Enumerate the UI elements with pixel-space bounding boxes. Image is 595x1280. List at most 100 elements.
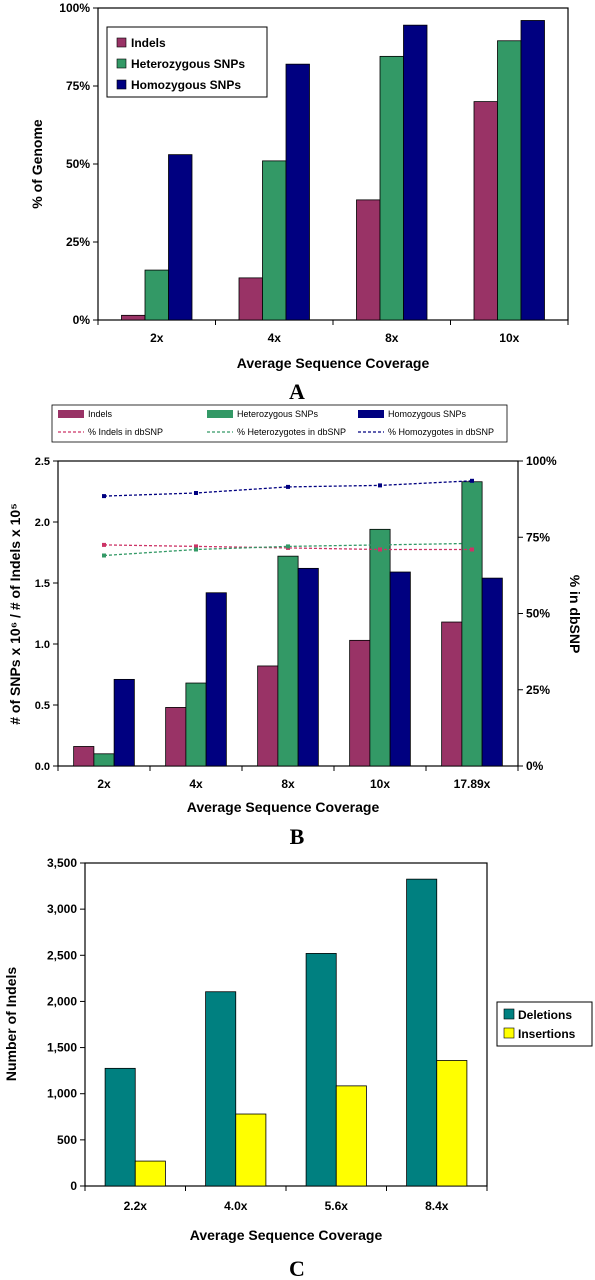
legend-b: Indels Heterozygous SNPs Homozygous SNPs… <box>52 405 507 442</box>
bar-homozygous-snps-4x <box>286 64 310 320</box>
legend-label-b-heterozygous: Heterozygous SNPs <box>237 409 319 419</box>
legend-label-heterozygous: Heterozygous SNPs <box>131 57 245 71</box>
y-tick-label: 0 <box>70 1179 77 1193</box>
y-ticks-c: 0 500 1,000 1,500 2,000 2,500 3,000 3,500 <box>47 856 85 1193</box>
y2-tick-label: 75% <box>526 530 550 544</box>
bar-deletions-5-6x <box>306 953 336 1186</box>
bar-heterozygous-snps-10x <box>498 41 522 320</box>
y-tick-label: 50% <box>66 157 90 171</box>
bar-indels-10x <box>350 640 370 766</box>
y-tick-label: 3,000 <box>47 902 77 916</box>
y-tick-label: 0.0 <box>35 761 50 773</box>
x-axis-title-a: Average Sequence Coverage <box>237 355 430 371</box>
y-tick-label: 2,500 <box>47 948 77 962</box>
point-heterozygotes-in-dbsnp-8x <box>286 544 290 548</box>
bar-indels-10x <box>474 102 498 320</box>
legend-label-b-pct-homozygotes: % Homozygotes in dbSNP <box>388 427 494 437</box>
bar-deletions-8-4x <box>407 879 437 1186</box>
x-tick-label: 2.2x <box>124 1199 148 1213</box>
bar-heterozygous-snps-17-89x <box>462 482 482 766</box>
y-tick-label: 3,500 <box>47 856 77 870</box>
legend-label-deletions: Deletions <box>518 1008 572 1022</box>
bar-heterozygous-snps-8x <box>278 556 298 766</box>
legend-a: Indels Heterozygous SNPs Homozygous SNPs <box>107 27 267 97</box>
y2-axis-title-b: % in dbSNP <box>567 575 583 654</box>
bar-homozygous-snps-8x <box>298 568 318 766</box>
y-tick-label: 2.0 <box>35 517 50 529</box>
x-tick-label: 5.6x <box>325 1199 349 1213</box>
y-tick-label: 0.5 <box>35 700 50 712</box>
x-ticks-a: 2x 4x 8x 10x <box>98 320 568 345</box>
panel-a: 0%25%50%75%100% 2x 4x 8x 10x % of Genome Av… <box>29 1 568 404</box>
y-axis-title-c: Number of Indels <box>3 967 19 1082</box>
legend-swatch-insertions <box>504 1028 514 1038</box>
bar-homozygous-snps-4x <box>206 593 226 766</box>
x-tick-label: 2x <box>97 777 111 791</box>
point-heterozygotes-in-dbsnp-2x <box>102 554 106 558</box>
bar-heterozygous-snps-2x <box>145 270 169 320</box>
bar-heterozygous-snps-4x <box>186 683 206 766</box>
bar-insertions-2-2x <box>135 1161 165 1186</box>
y2-tick-label: 25% <box>526 683 550 697</box>
point-heterozygotes-in-dbsnp-17-89x <box>470 541 474 545</box>
legend-swatch-b-indels <box>58 410 84 418</box>
point-indels-in-dbsnp-10x <box>378 548 382 552</box>
bar-homozygous-snps-2x <box>169 155 193 320</box>
point-homozygotes-in-dbsnp-8x <box>286 485 290 489</box>
y-tick-label: 1.5 <box>35 578 50 590</box>
bar-homozygous-snps-17-89x <box>482 578 502 766</box>
bar-indels-4x <box>239 278 263 320</box>
y2-ticks-b: 0% 25% 50% 75% 100% <box>518 454 557 773</box>
legend-label-indels: Indels <box>131 36 166 50</box>
point-homozygotes-in-dbsnp-10x <box>378 483 382 487</box>
bar-indels-8x <box>258 666 278 766</box>
x-tick-label: 17.89x <box>454 777 491 791</box>
bar-indels-17-89x <box>442 622 462 766</box>
point-heterozygotes-in-dbsnp-10x <box>378 543 382 547</box>
bar-heterozygous-snps-8x <box>380 56 404 320</box>
y-tick-label: 2,000 <box>47 994 77 1008</box>
y2-tick-label: 100% <box>526 454 557 468</box>
y-tick-label: 2.5 <box>35 456 50 468</box>
x-tick-label: 8x <box>281 777 295 791</box>
y-tick-label: 25% <box>66 235 90 249</box>
x-tick-label: 8.4x <box>425 1199 449 1213</box>
x-axis-title-c: Average Sequence Coverage <box>190 1227 383 1243</box>
legend-swatch-b-homozygous <box>358 410 384 418</box>
panel-c: 0 500 1,000 1,500 2,000 2,500 3,000 3,500 2.2x 4… <box>3 856 592 1280</box>
panel-letter-c: C <box>289 1256 305 1280</box>
point-homozygotes-in-dbsnp-2x <box>102 494 106 498</box>
y-axis-title-a: % of Genome <box>29 119 45 209</box>
x-tick-label: 10x <box>370 777 390 791</box>
point-heterozygotes-in-dbsnp-4x <box>194 548 198 552</box>
legend-swatch-deletions <box>504 1009 514 1019</box>
bar-deletions-2-2x <box>105 1068 135 1186</box>
y-tick-label: 75% <box>66 79 90 93</box>
y-ticks-a: 0%25%50%75%100% <box>59 1 98 327</box>
y2-tick-label: 0% <box>526 759 544 773</box>
legend-label-b-pct-indels: % Indels in dbSNP <box>88 427 163 437</box>
panel-letter-a: A <box>289 379 305 404</box>
bar-indels-4x <box>166 707 186 766</box>
y-tick-label: 0% <box>73 313 91 327</box>
x-axis-title-b: Average Sequence Coverage <box>187 799 380 815</box>
x-tick-label: 10x <box>499 331 519 345</box>
bar-insertions-5-6x <box>336 1086 366 1186</box>
legend-label-insertions: Insertions <box>518 1027 576 1041</box>
point-homozygotes-in-dbsnp-4x <box>194 491 198 495</box>
legend-label-b-indels: Indels <box>88 409 113 419</box>
y-tick-label: 1.0 <box>35 639 50 651</box>
legend-label-homozygous: Homozygous SNPs <box>131 78 241 92</box>
y2-tick-label: 50% <box>526 607 550 621</box>
legend-label-b-pct-heterozygotes: % Heterozygotes in dbSNP <box>237 427 346 437</box>
legend-c: Deletions Insertions <box>497 1002 592 1046</box>
bar-indels-2x <box>74 746 94 766</box>
bar-homozygous-snps-8x <box>404 25 428 320</box>
bar-homozygous-snps-10x <box>390 572 410 766</box>
x-tick-label: 4x <box>189 777 203 791</box>
y-ticks-b: 0.0 0.5 1.0 1.5 2.0 2.5 <box>35 456 58 773</box>
bar-heterozygous-snps-10x <box>370 529 390 766</box>
panel-letter-b: B <box>290 824 305 849</box>
point-indels-in-dbsnp-2x <box>102 543 106 547</box>
